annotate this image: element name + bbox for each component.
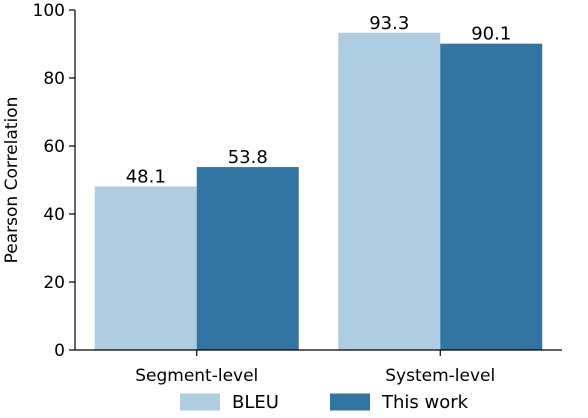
data-label-bleu-system-level: 93.3 <box>369 13 409 34</box>
legend-item-this-work: This work <box>330 392 469 413</box>
y-tick-label: 40 <box>43 205 65 225</box>
bar-bleu-segment-level <box>94 186 197 350</box>
legend-swatch-bleu <box>180 393 220 411</box>
bar-this-work-segment-level <box>196 167 299 350</box>
data-label-this-work-system-level: 90.1 <box>471 24 511 45</box>
y-tick-label: 20 <box>43 273 65 293</box>
data-label-this-work-segment-level: 53.8 <box>228 147 268 168</box>
data-labels-layer: 48.1 53.8 93.3 90.1 <box>126 13 512 188</box>
y-tick-label: 0 <box>54 341 65 361</box>
x-tick-label-segment-level: Segment-level <box>135 366 258 386</box>
bars-layer <box>94 32 543 350</box>
y-tick-label: 60 <box>43 137 65 157</box>
y-tick-label: 80 <box>43 69 65 89</box>
legend-swatch-this-work <box>330 393 370 411</box>
x-axis: Segment-level System-level <box>75 349 562 386</box>
x-tick-label-system-level: System-level <box>385 366 495 386</box>
y-axis: 0 20 40 60 80 100 <box>33 1 76 361</box>
legend-label-this-work: This work <box>381 392 469 413</box>
data-label-bleu-segment-level: 48.1 <box>126 166 166 187</box>
bar-bleu-system-level <box>338 32 441 350</box>
legend: BLEU This work <box>180 392 469 413</box>
bar-this-work-system-level <box>440 43 543 350</box>
y-tick-label: 100 <box>33 1 65 21</box>
y-axis-title: Pearson Correlation <box>2 97 22 264</box>
legend-label-bleu: BLEU <box>232 392 279 413</box>
legend-item-bleu: BLEU <box>180 392 279 413</box>
